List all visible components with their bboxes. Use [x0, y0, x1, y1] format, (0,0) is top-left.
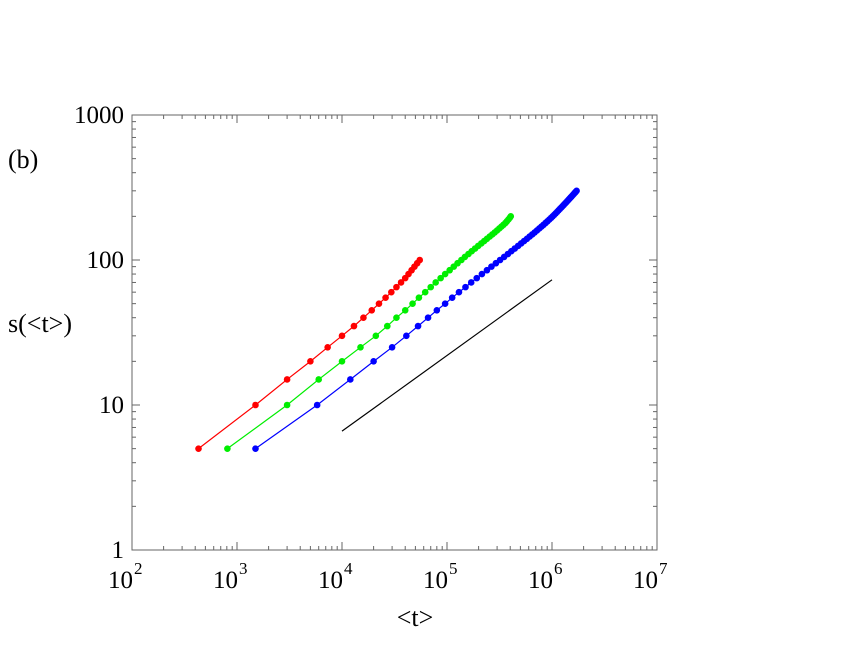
minor-ticks [132, 115, 657, 550]
data-point [195, 445, 202, 452]
plot-frame [131, 114, 658, 551]
x-tick-label-exponent: 3 [239, 559, 248, 578]
data-point [338, 332, 346, 340]
data-point [455, 288, 463, 296]
data-point [421, 288, 429, 296]
series-2 [252, 187, 580, 452]
x-tick-labels: 10 2 10 3 10 4 10 5 10 6 10 7 [108, 559, 668, 594]
x-tick-label-exponent: 2 [134, 559, 143, 578]
data-point [414, 322, 422, 330]
data-point [388, 343, 396, 351]
data-point [347, 376, 354, 383]
series-3 [341, 279, 553, 432]
data-point [388, 288, 395, 296]
series-line [255, 190, 578, 450]
data-point [283, 401, 291, 409]
x-tick-label-base: 10 [318, 567, 343, 594]
x-tick-label-base: 10 [528, 567, 553, 594]
data-point [315, 376, 323, 383]
data-point [252, 401, 259, 409]
x-tick-label: 10 5 [423, 559, 458, 594]
data-point [437, 274, 444, 282]
data-point [338, 358, 346, 365]
data-point [307, 358, 314, 365]
data-point [432, 279, 439, 286]
data-point [370, 358, 377, 365]
data-point [375, 300, 383, 307]
major-ticks [131, 114, 658, 551]
x-tick-label: 10 4 [318, 559, 353, 594]
x-tick-label-exponent: 6 [554, 559, 563, 578]
series-1 [224, 213, 515, 452]
data-point [372, 332, 380, 340]
y-axis-label: s(<t>) [8, 309, 72, 338]
x-tick-label-exponent: 4 [344, 559, 353, 578]
data-point [382, 294, 389, 301]
series-line [341, 279, 553, 432]
data-point [467, 279, 475, 286]
data-point [368, 306, 376, 314]
y-tick-label: 10 [99, 392, 124, 419]
x-tick-label-base: 10 [213, 567, 238, 594]
data-point [357, 343, 364, 351]
data-point [224, 445, 231, 452]
data-point [403, 332, 410, 340]
panel-label: (b) [8, 145, 38, 174]
y-tick-label: 100 [87, 247, 125, 274]
x-tick-label: 10 2 [108, 559, 143, 594]
data-point [360, 314, 367, 322]
x-tick-label: 10 7 [633, 559, 668, 594]
data-point [573, 187, 580, 195]
y-tick-labels: 1 10 100 1000 [74, 102, 124, 564]
data-point [283, 376, 291, 383]
x-tick-label-exponent: 7 [659, 559, 668, 578]
data-point [324, 343, 331, 351]
data-point [433, 306, 441, 314]
data-point [383, 322, 391, 330]
data-point [424, 314, 432, 322]
x-tick-label-base: 10 [633, 567, 658, 594]
y-tick-label: 1000 [74, 102, 124, 129]
data-point [473, 274, 481, 282]
data-point [427, 283, 435, 291]
x-axis-label: <t> [397, 603, 434, 632]
data-point [350, 322, 358, 330]
x-tick-label-base: 10 [423, 567, 448, 594]
data-point [252, 445, 259, 452]
x-tick-label-base: 10 [108, 567, 133, 594]
series-layer [195, 187, 580, 452]
data-point [393, 283, 400, 291]
data-point [478, 270, 486, 278]
series-0 [195, 256, 424, 452]
data-point [415, 294, 423, 301]
data-point [441, 300, 449, 307]
data-point [393, 314, 400, 322]
data-point [416, 256, 424, 264]
data-point [401, 306, 409, 314]
x-tick-label: 10 3 [213, 559, 248, 594]
data-point [462, 283, 469, 291]
x-tick-label: 10 6 [528, 559, 563, 594]
series-line [198, 259, 421, 450]
x-tick-label-exponent: 5 [449, 559, 458, 578]
data-point [483, 266, 491, 274]
data-point [441, 270, 449, 278]
data-point [448, 294, 456, 301]
data-point [313, 401, 321, 409]
data-point [409, 300, 416, 307]
data-point [507, 213, 515, 220]
y-tick-label: 1 [112, 537, 125, 564]
data-point [397, 279, 405, 286]
